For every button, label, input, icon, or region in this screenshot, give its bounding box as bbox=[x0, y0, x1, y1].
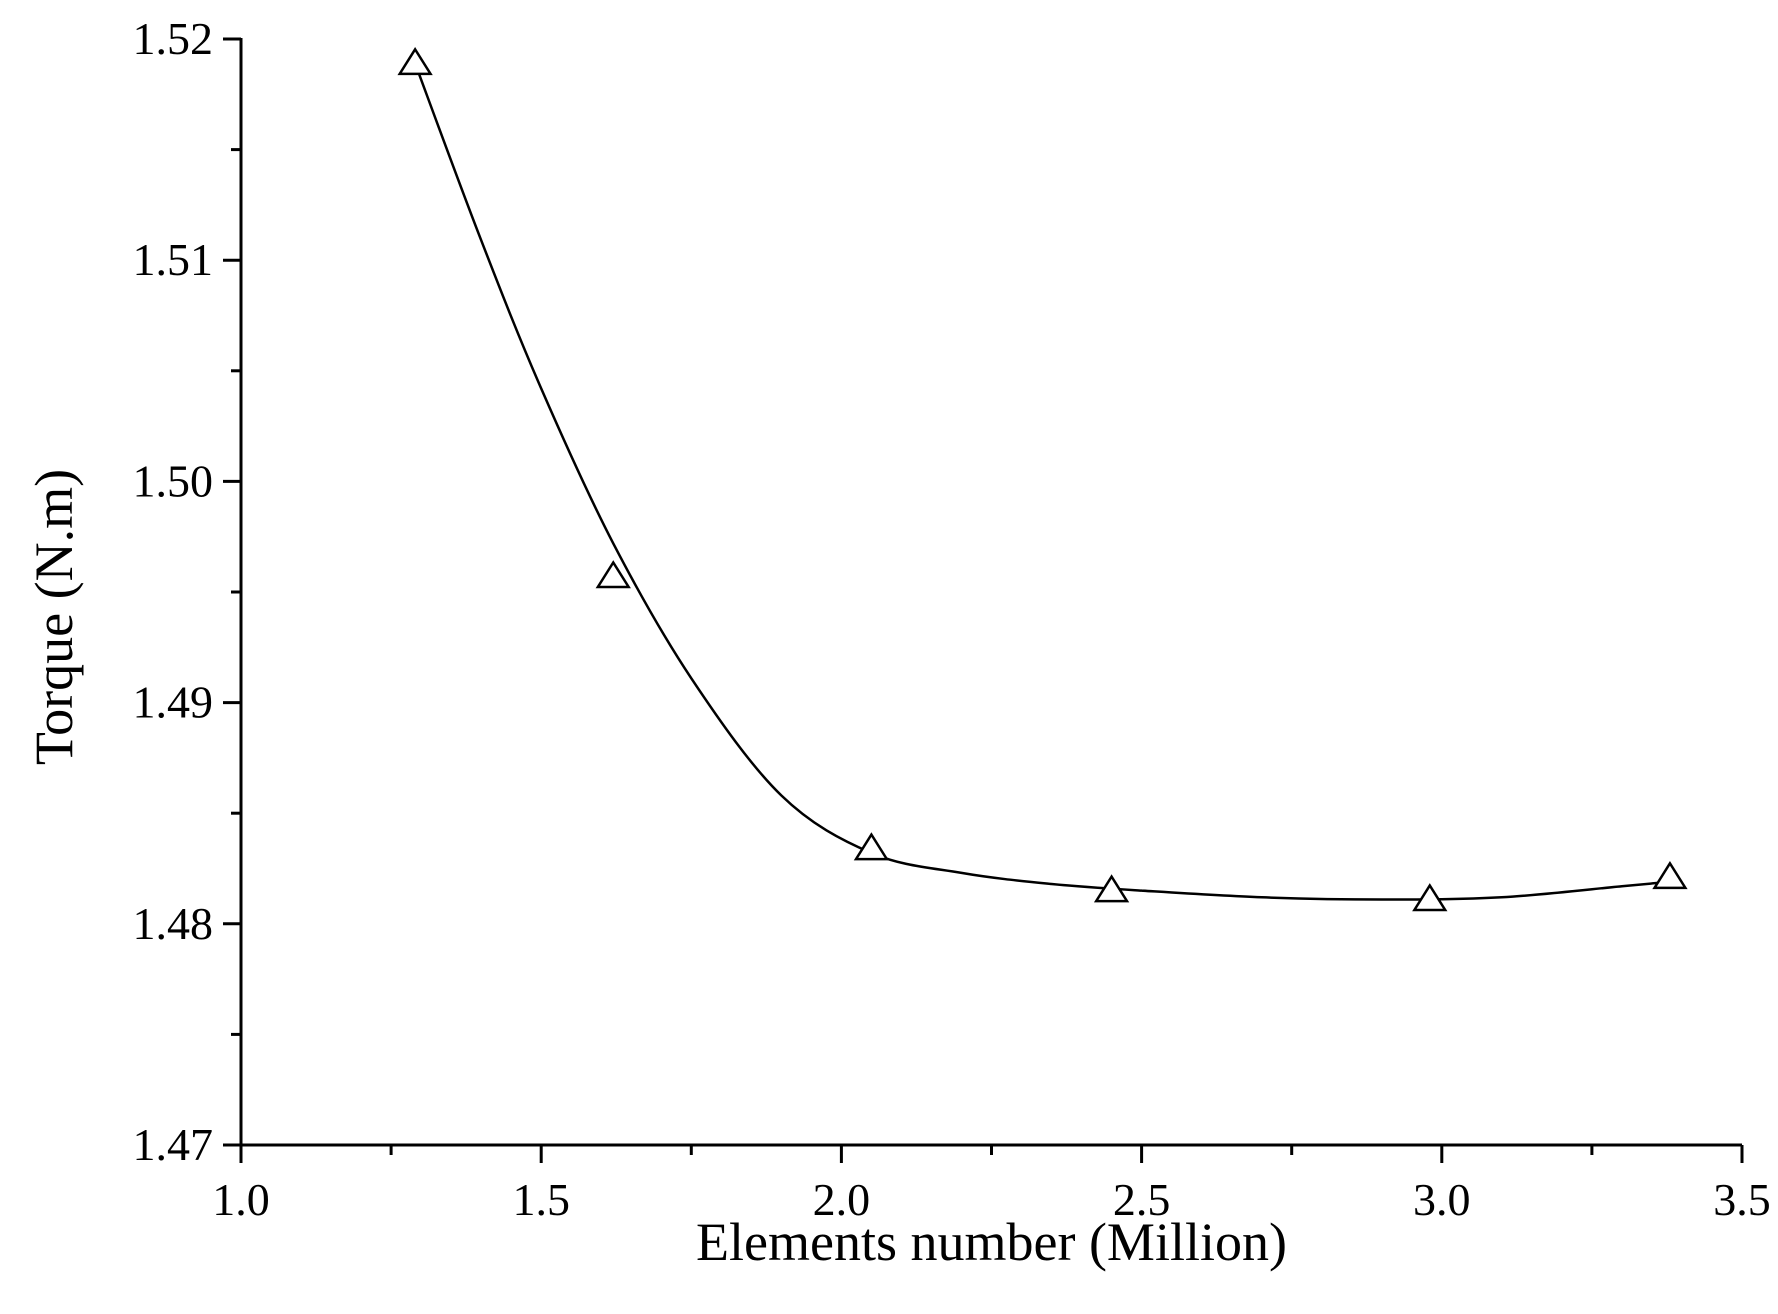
y-tick-label: 1.49 bbox=[133, 677, 214, 728]
y-axis-ticks: 1.47 1.48 1.49 1.50 1.51 1.52 bbox=[133, 13, 241, 1170]
fit-curve bbox=[413, 62, 1671, 901]
x-tick-label: 2.5 bbox=[1113, 1174, 1171, 1225]
y-tick-label: 1.51 bbox=[133, 234, 214, 285]
data-point-marker bbox=[853, 832, 890, 861]
x-axis-title: Elements number (Million) bbox=[696, 1212, 1287, 1272]
data-point-marker bbox=[1412, 883, 1448, 912]
x-tick-label: 3.0 bbox=[1413, 1174, 1471, 1225]
data-point-marker bbox=[397, 46, 433, 76]
data-point-marker bbox=[595, 560, 631, 589]
x-tick-label: 2.0 bbox=[813, 1174, 871, 1225]
y-tick-label: 1.48 bbox=[133, 898, 214, 949]
x-axis-ticks: 1.0 1.5 2.0 2.5 3.0 3.5 bbox=[212, 1145, 1771, 1225]
x-tick-label: 1.0 bbox=[212, 1174, 270, 1225]
data-markers bbox=[397, 46, 1688, 912]
data-point-marker bbox=[1093, 874, 1130, 903]
data-point-marker bbox=[1652, 860, 1688, 890]
y-tick-label: 1.52 bbox=[133, 13, 214, 64]
y-tick-label: 1.50 bbox=[133, 455, 214, 506]
x-tick-label: 1.5 bbox=[512, 1174, 570, 1225]
x-tick-label: 3.5 bbox=[1713, 1174, 1771, 1225]
y-axis-title: Torque (N.m) bbox=[24, 469, 84, 765]
y-tick-label: 1.47 bbox=[133, 1119, 214, 1170]
